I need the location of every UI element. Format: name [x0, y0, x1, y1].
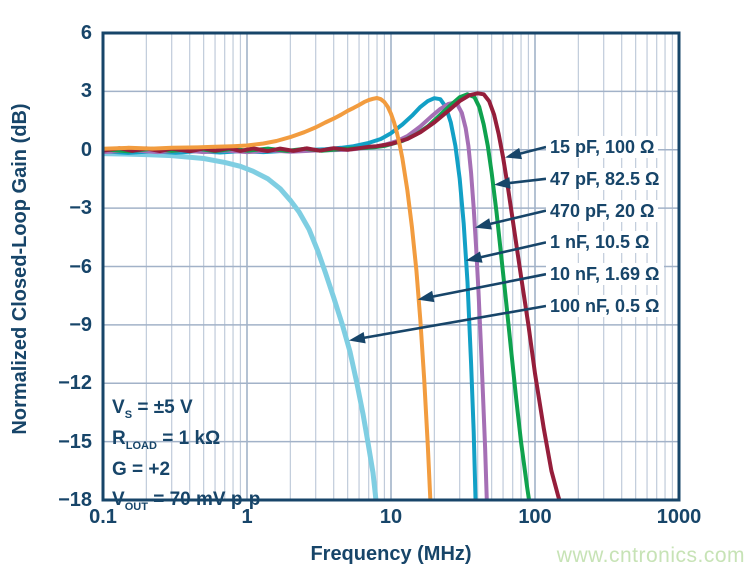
y-tick-label: 0 — [80, 138, 92, 161]
condition-value: = ±5 V — [132, 397, 193, 418]
legend-arrowhead — [474, 218, 492, 230]
legend-arrow-line — [505, 177, 547, 185]
y-tick-label: 6 — [80, 22, 92, 44]
y-tick-label: −3 — [69, 197, 92, 220]
condition-value: = 1 kΩ — [156, 427, 221, 449]
x-tick-label: 0.1 — [89, 506, 117, 528]
test-conditions: VS = ±5 V RLOAD = 1 kΩ G = +2 VOUT = 70 … — [112, 396, 260, 519]
plot-border — [101, 31, 681, 502]
y-tick-label: −18 — [58, 489, 92, 511]
condition-value: = +2 — [126, 458, 171, 480]
condition-subscript: OUT — [124, 501, 148, 514]
x-axis-title: Frequency (MHz) — [310, 543, 472, 565]
x-tick-label: 1000 — [656, 506, 702, 528]
x-tick-label: 1 — [241, 506, 253, 528]
condition-line-vs: VS = ±5 V — [112, 396, 260, 427]
series-line-100-nf-0-5- — [103, 151, 379, 500]
condition-symbol: R — [112, 427, 126, 449]
legend-arrow-line — [360, 304, 547, 340]
condition-symbol: V — [112, 397, 125, 418]
series-curves — [103, 91, 562, 500]
legend-arrow-line — [477, 241, 547, 260]
legend-arrowhead — [348, 331, 366, 344]
condition-symbol: G — [112, 458, 127, 480]
condition-value: = 70 mV p-p — [147, 489, 261, 511]
legend-arrowhead — [417, 290, 435, 303]
watermark: www.cntronics.com — [556, 544, 745, 567]
legend-arrowhead — [505, 147, 523, 160]
series-line-470-pf-20- — [103, 101, 489, 500]
y-tick-label: −6 — [69, 255, 92, 278]
condition-line-gain: G = +2 — [112, 458, 260, 489]
series-line-10-nf-1-69- — [103, 96, 433, 500]
condition-subscript: S — [124, 408, 133, 421]
y-tick-label: −12 — [58, 372, 92, 395]
legend-arrow-line — [516, 145, 547, 156]
condition-line-rload: RLOAD = 1 kΩ — [112, 427, 260, 458]
y-tick-label: −9 — [69, 313, 92, 336]
legend-label: 10 nF, 1.69 Ω — [546, 263, 664, 286]
x-tick-label: 10 — [379, 506, 403, 528]
legend-label: 1 nF, 10.5 Ω — [546, 231, 654, 254]
condition-symbol: V — [112, 489, 125, 511]
legend-arrowhead — [494, 177, 511, 189]
legend-label: 470 pF, 20 Ω — [546, 199, 659, 222]
legend-arrow-line — [429, 272, 547, 299]
legend-arrowhead — [465, 251, 483, 263]
x-tick-label: 100 — [518, 506, 552, 528]
condition-line-vout: VOUT = 70 mV p-p — [112, 488, 260, 519]
y-tick-label: 3 — [80, 80, 92, 103]
legend-arrows — [348, 145, 547, 344]
y-tick-label: −15 — [58, 430, 92, 453]
legend-label: 47 pF, 82.5 Ω — [546, 167, 664, 190]
legend-label: 100 nF, 0.5 Ω — [546, 295, 664, 317]
legend-arrow-line — [486, 209, 547, 227]
condition-subscript: LOAD — [125, 439, 157, 452]
legend-label: 15 pF, 100 Ω — [546, 136, 659, 158]
